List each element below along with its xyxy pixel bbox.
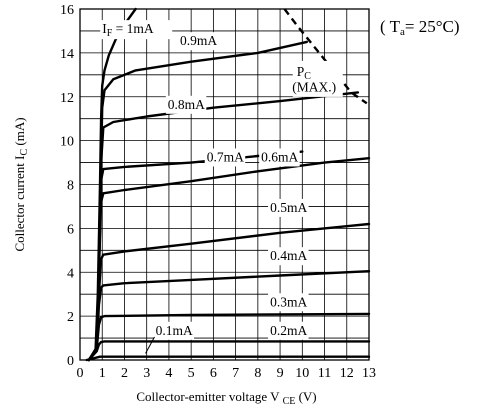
- label-0-6ma: 0.6mA: [261, 149, 298, 164]
- x-tick-label: 3: [143, 366, 150, 381]
- label-bg: [268, 198, 309, 217]
- label-0-5ma: 0.5mA: [270, 200, 307, 215]
- label-0-1ma: 0.1mA: [156, 323, 193, 338]
- curve-0-2ma: [87, 340, 371, 362]
- label-bg: [178, 32, 219, 51]
- label-0-2ma: 0.2mA: [270, 323, 307, 338]
- x-tick-label: 0: [77, 366, 84, 381]
- x-tick-label: 8: [254, 366, 261, 381]
- temperature-condition: ( Ta= 25°C): [380, 17, 460, 38]
- pc-max-group: [283, 8, 368, 105]
- label-i-f-1ma: IF = 1mA: [102, 21, 154, 39]
- curve-0-3ma: [87, 312, 371, 362]
- label-0-7ma: 0.7mA: [207, 149, 244, 164]
- x-tick-label: 12: [340, 366, 354, 381]
- y-axis-label: Collector current IC (mA): [12, 117, 30, 251]
- curve-0-5ma: [87, 222, 371, 362]
- y-tick-label: 14: [60, 47, 74, 62]
- label-pointer-0-1ma: [145, 336, 155, 354]
- label-bg: [268, 247, 309, 266]
- y-tick-labels: 0 2 4 6 8 10 12 14 16: [60, 3, 74, 369]
- label-bg: [153, 321, 195, 340]
- pc-label-bg: [292, 60, 343, 97]
- y-tick-label: 4: [67, 266, 74, 281]
- x-tick-label: 13: [362, 366, 376, 381]
- x-tick-label: 1: [99, 366, 106, 381]
- label-bg: [165, 95, 207, 114]
- y-tick-label: 8: [67, 179, 74, 194]
- label-bg: [259, 148, 300, 167]
- y-tick-label: 2: [67, 310, 74, 325]
- label-0-3ma: 0.3mA: [270, 294, 307, 309]
- label-bg: [100, 20, 173, 40]
- x-tick-label: 9: [277, 366, 284, 381]
- curve-0-6ma: [87, 157, 371, 362]
- y-tick-label: 16: [60, 3, 74, 18]
- label-bg: [268, 293, 309, 312]
- x-tick-label: 4: [165, 366, 172, 381]
- label-bg: [204, 148, 246, 167]
- label-0-4ma: 0.4mA: [270, 248, 307, 263]
- x-tick-label: 6: [210, 366, 217, 381]
- curve-0-1ma: [85, 355, 371, 362]
- axis-labels: Collector-emitter voltage V CE (V) Collec…: [12, 17, 460, 407]
- curve-0-8ma: [87, 91, 360, 362]
- y-tick-label: 10: [60, 135, 74, 150]
- pc-max-line: [283, 8, 368, 105]
- x-tick-label: 10: [295, 366, 309, 381]
- label-bg: [268, 321, 309, 340]
- x-tick-label: 5: [188, 366, 195, 381]
- pc-max-note: (MAX.): [292, 79, 336, 94]
- label-0-9ma: 0.9mA: [180, 33, 217, 48]
- x-tick-label: 7: [232, 366, 239, 381]
- x-tick-label: 2: [121, 366, 128, 381]
- label-0-8ma: 0.8mA: [168, 97, 205, 112]
- y-tick-label: 12: [60, 91, 74, 106]
- x-axis-label: Collector-emitter voltage V CE (V): [136, 389, 316, 407]
- curve-group: [85, 7, 371, 362]
- y-tick-label: 0: [67, 354, 74, 369]
- x-tick-labels: 0 1 2 3 4 5 6 7 8 9 10 11 12 13: [77, 366, 377, 381]
- curve-labels: IF = 1mA 0.9mA 0.8mA 0.7mA 0.6mA 0.5mA 0.4mA 0.…: [100, 20, 343, 354]
- x-tick-label: 11: [318, 366, 331, 381]
- plot-frame: [79, 8, 370, 361]
- y-tick-label: 6: [67, 222, 74, 237]
- pc-label: PC: [297, 64, 312, 82]
